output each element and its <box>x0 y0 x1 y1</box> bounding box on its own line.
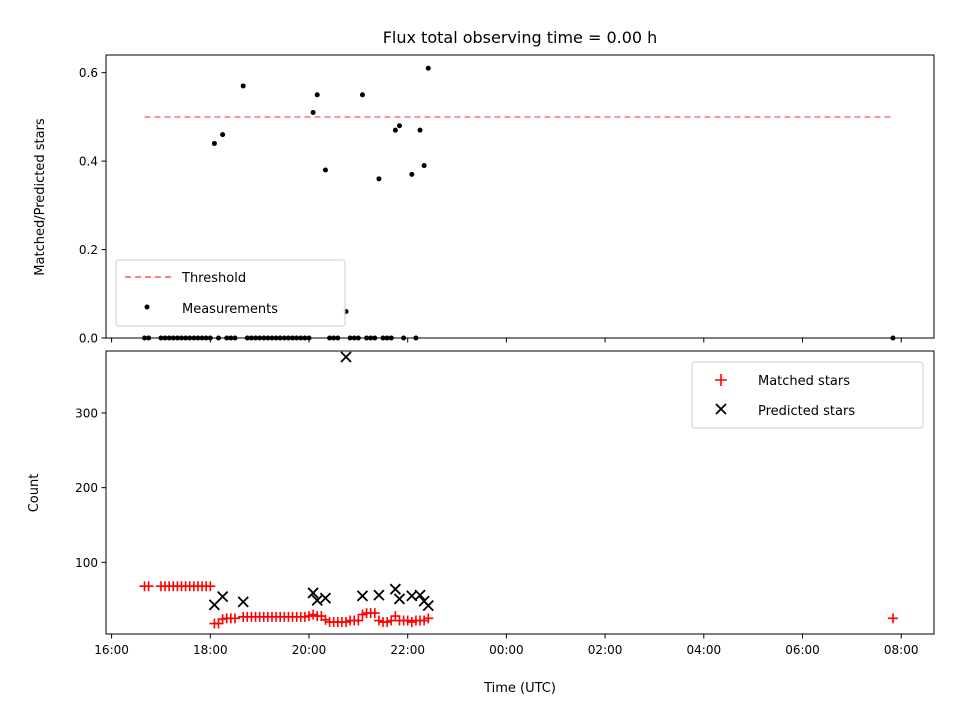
measurement-point <box>392 127 398 133</box>
y-tick-label: 300 <box>75 406 98 420</box>
predicted-stars-point <box>340 351 352 363</box>
predicted-stars-point <box>389 583 401 595</box>
predicted-stars-point <box>307 587 319 599</box>
x-tick-label: 00:00 <box>489 643 524 657</box>
measurement-point <box>211 140 217 146</box>
measurement-point <box>409 171 415 177</box>
legend-swatch-matched <box>715 374 727 386</box>
x-tick-label: 16:00 <box>94 643 129 657</box>
y-tick-label: 0.4 <box>79 155 98 169</box>
y-tick-label: 200 <box>75 481 98 495</box>
measurement-point <box>359 92 365 98</box>
x-tick-label: 02:00 <box>588 643 623 657</box>
legend-label-predicted: Predicted stars <box>758 404 855 419</box>
matched-stars-point <box>143 581 154 592</box>
measurement-point <box>425 65 431 71</box>
legend-count: Matched stars Predicted stars <box>691 361 924 429</box>
measurement-point <box>310 109 316 115</box>
measurement-point <box>417 127 423 133</box>
predicted-stars-point <box>373 589 385 601</box>
x-tick-label: 20:00 <box>292 643 327 657</box>
y-tick-label: 0.2 <box>79 243 98 257</box>
y-axis-label-count: Count <box>27 474 42 513</box>
predicted-stars-point <box>414 589 426 601</box>
predicted-stars-point <box>356 590 369 602</box>
y-tick-label: 0.6 <box>79 66 98 80</box>
legend-label-measurements: Measurements <box>182 302 278 317</box>
matched-stars-point <box>353 615 364 626</box>
panel-ratio: 0.0 0.2 0.4 0.6 Matched/Predicted stars Thr… <box>33 54 935 346</box>
predicted-stars-point <box>422 599 434 612</box>
legend-label-matched: Matched stars <box>758 374 850 389</box>
legend-swatch-measurements <box>144 304 150 310</box>
measurement-point <box>314 92 320 98</box>
x-tick-label: 04:00 <box>687 643 722 657</box>
matched-stars-point <box>205 581 216 592</box>
x-axis-label: Time (UTC) <box>483 681 556 696</box>
plot-frame-ratio <box>105 54 935 339</box>
predicted-stars-point <box>237 596 249 608</box>
measurement-point <box>396 123 402 129</box>
panel-count: 100 200 300 16:00 18:00 20:00 22:00 00:00 02:00… <box>27 350 935 696</box>
measurement-point <box>376 176 382 182</box>
predicted-stars-point <box>311 594 323 607</box>
x-tick-label: 06:00 <box>785 643 820 657</box>
matched-stars-point <box>229 613 240 624</box>
y-axis-label-ratio: Matched/Predicted stars <box>33 118 48 276</box>
measurement-point <box>240 83 246 89</box>
matched-stars-point <box>369 608 380 619</box>
predicted-stars-point <box>393 593 406 605</box>
measurement-point <box>220 132 226 138</box>
y-tick-label: 100 <box>75 556 98 570</box>
legend-frame-ratio <box>115 259 346 327</box>
x-tick-label: 22:00 <box>390 643 425 657</box>
x-tick-label: 18:00 <box>193 643 228 657</box>
matched-stars-point <box>887 613 898 624</box>
predicted-stars-point <box>319 592 332 604</box>
legend-swatch-predicted <box>715 403 727 415</box>
legend-frame-count <box>691 361 924 429</box>
chart-title: Flux total observing time = 0.00 h <box>383 28 658 47</box>
legend-ratio: Threshold Measurements <box>115 259 346 327</box>
x-tick-label: 08:00 <box>884 643 919 657</box>
y-tick-label: 0.0 <box>79 332 98 346</box>
predicted-stars-point <box>217 591 229 603</box>
legend-label-threshold: Threshold <box>181 271 246 286</box>
measurement-point <box>322 167 328 173</box>
matched-stars-point <box>423 613 434 624</box>
plot-frame-count <box>105 350 935 635</box>
measurement-point <box>421 163 427 169</box>
